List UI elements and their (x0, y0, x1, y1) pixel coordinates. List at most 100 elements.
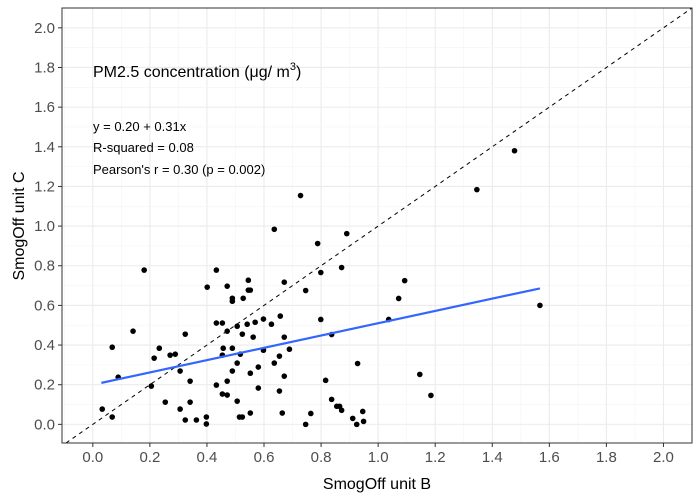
data-point (353, 421, 360, 428)
x-tick-label: 0.2 (139, 449, 160, 466)
y-tick-label: 1.4 (34, 139, 55, 156)
x-axis-label: SmogOff unit B (323, 476, 431, 493)
data-point (156, 345, 163, 352)
data-point (338, 264, 345, 271)
data-point (276, 388, 283, 394)
data-point (359, 408, 366, 415)
data-point (328, 396, 335, 403)
data-point (281, 334, 288, 340)
data-point (317, 269, 324, 276)
data-point (203, 421, 210, 427)
data-point (162, 399, 169, 405)
x-tick-label: 0.6 (254, 449, 275, 466)
r-squared-annotation: R-squared = 0.08 (93, 140, 194, 155)
data-point (193, 417, 200, 423)
y-axis-ticks: 0.0 0.2 0.4 0.6 0.8 1.0 1.2 1.4 1.6 1.8 2.0 (34, 20, 62, 433)
data-point (229, 368, 236, 374)
data-point (182, 417, 189, 423)
data-point (279, 410, 286, 416)
data-point (99, 406, 106, 412)
data-point (247, 410, 254, 416)
data-point (151, 355, 157, 361)
data-point (474, 186, 480, 193)
y-tick-label: 1.6 (34, 99, 55, 116)
x-tick-label: 0.4 (197, 449, 218, 466)
data-point (187, 378, 193, 384)
data-point (182, 331, 189, 337)
y-tick-label: 0.2 (34, 377, 55, 394)
y-tick-label: 0.0 (34, 416, 55, 433)
data-point (234, 398, 240, 404)
data-point (255, 364, 262, 370)
data-point (219, 391, 226, 397)
y-tick-label: 0.6 (34, 297, 55, 314)
data-point (511, 147, 518, 154)
data-point (271, 360, 278, 366)
data-point (255, 385, 262, 391)
data-point (416, 371, 423, 378)
data-point (286, 346, 293, 353)
marks (65, 7, 693, 444)
data-point (234, 323, 240, 330)
x-tick-label: 0.8 (311, 449, 332, 466)
data-point (276, 353, 283, 359)
data-point (401, 277, 408, 284)
data-point (297, 192, 304, 199)
data-point (229, 298, 236, 305)
data-point (244, 321, 250, 328)
data-point (167, 352, 173, 358)
data-point (177, 368, 183, 374)
data-point (537, 302, 543, 309)
x-tick-label: 1.0 (368, 449, 389, 466)
x-tick-label: 1.8 (596, 449, 617, 466)
data-point (109, 414, 116, 420)
y-tick-label: 1.2 (34, 178, 55, 195)
data-point (213, 320, 220, 326)
data-point (203, 414, 210, 420)
data-point (395, 295, 402, 302)
data-point (130, 328, 136, 334)
data-point (219, 320, 226, 326)
x-axis-ticks: 0.0 0.2 0.4 0.6 0.8 1.0 1.2 1.4 1.6 1.8 2.0 (82, 443, 674, 466)
data-point (187, 399, 193, 405)
data-point (268, 321, 275, 328)
data-point (302, 421, 309, 428)
data-point (245, 287, 252, 293)
data-point (177, 406, 183, 412)
data-point (229, 345, 236, 352)
y-tick-label: 0.8 (34, 258, 55, 275)
data-point (148, 383, 155, 389)
panel-border (61, 7, 693, 444)
data-point (308, 410, 314, 417)
data-point (213, 267, 220, 273)
data-point (271, 226, 278, 233)
data-point (317, 316, 324, 323)
data-point (224, 378, 231, 384)
data-point (281, 279, 288, 286)
data-point (260, 316, 267, 322)
data-point (360, 418, 367, 425)
y-tick-label: 1.0 (34, 218, 55, 235)
y-tick-label: 1.8 (34, 59, 55, 76)
data-point (302, 287, 309, 294)
y-tick-label: 0.4 (34, 337, 55, 354)
data-point (220, 345, 227, 352)
data-point (224, 328, 231, 334)
data-point (343, 230, 350, 237)
data-point (247, 370, 254, 377)
x-tick-label: 0.0 (82, 449, 103, 466)
x-tick-label: 2.0 (653, 449, 674, 466)
data-point (204, 284, 211, 290)
data-point (234, 360, 240, 366)
data-point (240, 295, 246, 302)
data-point (428, 392, 434, 399)
data-point (245, 277, 252, 284)
data-point (172, 351, 179, 357)
chart-title: PM2.5 concentration (μg/ m3) (93, 61, 301, 81)
data-point (224, 392, 231, 398)
data-point (349, 415, 356, 422)
x-tick-label: 1.4 (482, 449, 503, 466)
y-tick-label: 2.0 (34, 20, 55, 37)
data-point (338, 407, 345, 414)
